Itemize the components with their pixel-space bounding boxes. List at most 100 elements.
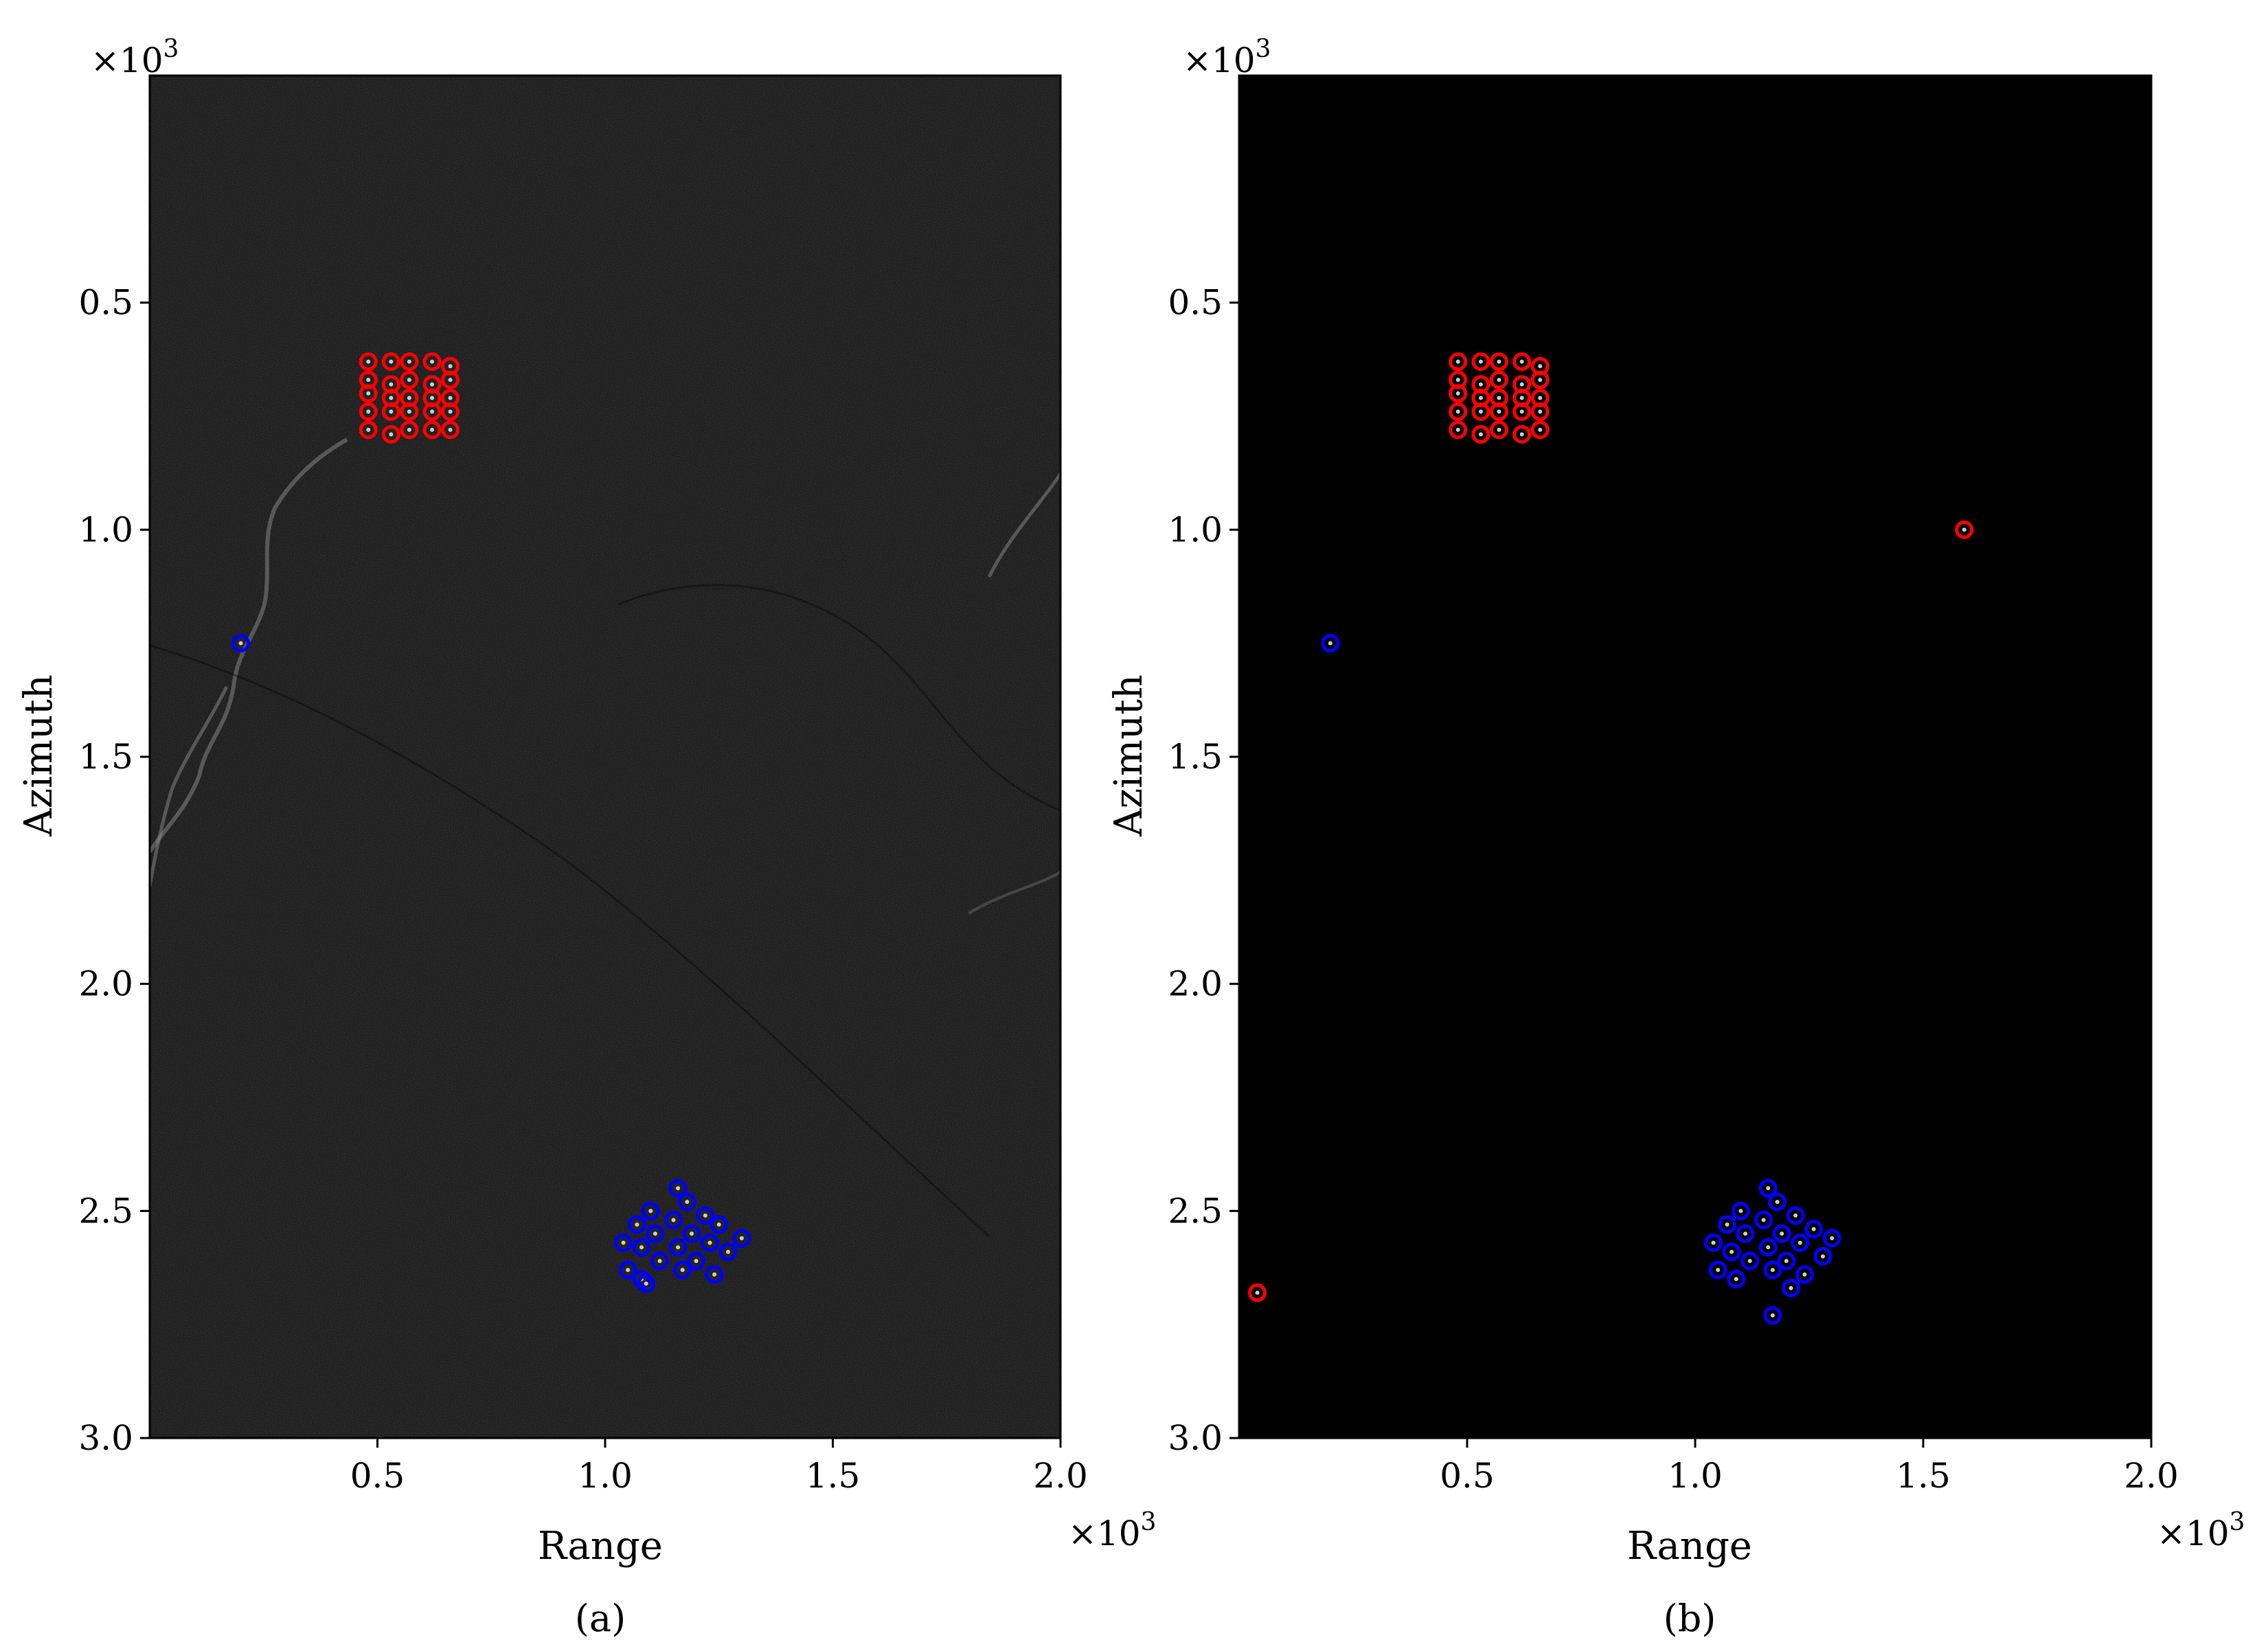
target-point (1716, 1268, 1721, 1273)
target-point (653, 1231, 657, 1236)
y-multiplier-exponent: 3 (163, 35, 179, 63)
target-point (1519, 432, 1524, 437)
detection-marker (1471, 424, 1490, 444)
target-point (389, 359, 394, 364)
scatter-marks-b (1248, 352, 1974, 1325)
detection-marker (700, 1233, 719, 1253)
target-point (1478, 409, 1483, 414)
detection-marker (696, 1206, 715, 1225)
detection-marker (677, 1192, 696, 1211)
target-point (430, 359, 435, 364)
y-ticks-b: 0.5 1.0 1.5 2.0 2.5 3.0 (1168, 283, 1239, 1458)
y-multiplier: ×103 (1183, 35, 1271, 80)
x-tick-label: 0.5 (350, 1456, 405, 1496)
target-point (448, 409, 453, 414)
target-point (1725, 1222, 1730, 1227)
target-point (1770, 1313, 1775, 1318)
road-feature (148, 685, 229, 887)
target-point (639, 1245, 644, 1250)
target-point (448, 364, 453, 369)
target-point (1519, 359, 1524, 364)
detection-marker (1471, 352, 1490, 372)
target-point (648, 1209, 653, 1213)
detection-marker (668, 1238, 688, 1257)
y-tick-label: 0.5 (1168, 283, 1223, 323)
detection-marker (359, 352, 378, 372)
detection-marker (441, 370, 460, 389)
detection-marker (646, 1224, 665, 1243)
y-tick-label: 1.5 (1168, 737, 1223, 777)
y-tick-label: 1.0 (78, 510, 133, 549)
detection-marker (441, 420, 460, 440)
target-point (689, 1231, 694, 1236)
target-point (1497, 396, 1501, 400)
target-point (1747, 1259, 1752, 1264)
detection-marker (1489, 370, 1508, 389)
detection-marker (632, 1238, 651, 1257)
x-multiplier-exponent: 3 (2230, 1508, 2245, 1536)
detection-marker (682, 1224, 701, 1243)
target-point (448, 378, 453, 383)
y-tick-label: 1.5 (78, 737, 133, 777)
panel-label-b: (b) (1664, 1597, 1716, 1640)
detection-marker (1489, 420, 1508, 440)
target-point (676, 1245, 681, 1250)
target-point (407, 359, 411, 364)
x-ticks-b: 0.5 1.0 1.5 2.0 (1440, 1438, 2179, 1496)
target-point (1734, 1277, 1738, 1281)
y-tick-label: 1.0 (1168, 510, 1223, 549)
target-point (694, 1259, 699, 1264)
detection-marker (381, 352, 400, 372)
target-point (1538, 396, 1543, 400)
detection-marker (359, 384, 378, 403)
detection-marker (1489, 352, 1508, 372)
sar-speckle-texture (150, 76, 1061, 1438)
target-point (1766, 1245, 1771, 1250)
detection-marker (1763, 1260, 1782, 1279)
target-point (712, 1272, 717, 1277)
target-point (680, 1268, 685, 1273)
y-tick-label: 0.5 (78, 283, 133, 323)
detection-marker (1512, 424, 1532, 444)
target-point (1478, 382, 1483, 387)
x-tick-label: 1.0 (1668, 1456, 1723, 1496)
target-point (703, 1213, 707, 1218)
road-feature (987, 472, 1063, 578)
y-axis-label: Azimuth (16, 674, 61, 837)
target-point (1789, 1286, 1793, 1290)
x-ticks-a: 0.5 1.0 1.5 2.0 (350, 1438, 1088, 1496)
detection-marker (1772, 1224, 1791, 1243)
target-point (1784, 1259, 1789, 1264)
detection-marker (1758, 1238, 1778, 1257)
x-tick-label: 1.5 (1896, 1456, 1951, 1496)
detection-marker (400, 352, 419, 372)
x-multiplier: ×103 (2157, 1508, 2245, 1553)
target-point (1766, 1186, 1771, 1191)
detection-marker (1727, 1270, 1746, 1289)
detection-marker (1795, 1265, 1814, 1284)
target-point (739, 1236, 744, 1241)
detection-marker (400, 420, 419, 440)
target-point (1497, 427, 1501, 432)
target-point (1780, 1231, 1784, 1236)
detection-marker (1722, 1242, 1741, 1262)
detection-marker (1530, 402, 1550, 421)
detection-marker (1758, 1178, 1778, 1198)
target-point (389, 409, 394, 414)
detection-marker (400, 402, 419, 421)
panel-b: 0.51.01.52.02.53.0 0.5 1.0 1.5 2.0 Azimuth … (1107, 35, 2245, 1640)
target-point (685, 1200, 690, 1205)
target-point (1775, 1200, 1780, 1205)
detection-marker (441, 402, 460, 421)
detection-marker (359, 420, 378, 440)
target-point (389, 382, 394, 387)
target-point (1497, 359, 1501, 364)
y-tick-label: 3.0 (1168, 1418, 1223, 1458)
detection-marker (1471, 402, 1490, 421)
target-point (707, 1240, 712, 1245)
target-point (407, 396, 411, 400)
target-point (1738, 1209, 1743, 1213)
target-point (676, 1186, 681, 1191)
x-tick-label: 2.0 (2124, 1456, 2179, 1496)
